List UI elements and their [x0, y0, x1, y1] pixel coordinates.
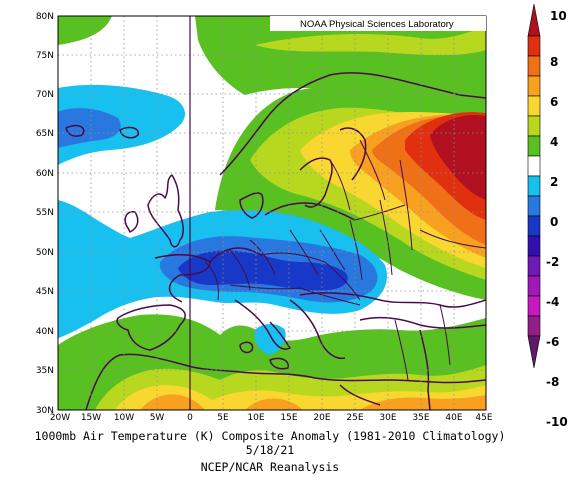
colorbar-label: 8 [550, 55, 558, 69]
lat-label: 80N [36, 12, 54, 22]
colorbar-segment [527, 55, 541, 77]
country-borders [204, 139, 486, 381]
negative-anomaly-fields [58, 84, 388, 355]
longitude-labels: 20W 15W 10W 5W 0 5E 10E 15E 20E 25E 30E … [50, 413, 493, 423]
colorbar-label: -2 [546, 255, 559, 269]
colorbar [527, 3, 541, 369]
colorbar-segment [527, 115, 541, 137]
lat-label: 75N [36, 51, 54, 61]
colorbar-label: 2 [550, 175, 558, 189]
colorbar-segment [527, 175, 541, 197]
lon-label: 35E [412, 413, 429, 423]
colorbar-label: 6 [550, 95, 558, 109]
colorbar-segment [527, 315, 541, 337]
graticule [58, 16, 486, 410]
colorbar-label: -10 [546, 415, 568, 429]
colorbar-label: 0 [550, 215, 558, 229]
lat-label: 65N [36, 129, 54, 139]
lon-label: 45E [475, 413, 492, 423]
colorbar-label: -8 [546, 375, 559, 389]
colorbar-label: -4 [546, 295, 559, 309]
caption-title: 1000mb Air Temperature (K) Composite Ano… [34, 429, 506, 443]
lon-label: 25E [346, 413, 363, 423]
colorbar-segment [527, 255, 541, 277]
lat-label: 35N [36, 366, 54, 376]
colorbar-segment [527, 95, 541, 117]
lon-label: 40E [445, 413, 462, 423]
lat-label: 70N [36, 90, 54, 100]
lon-label: 15W [81, 413, 101, 423]
credit-text: NOAA Physical Sciences Laboratory [300, 19, 454, 30]
colorbar-segment [527, 235, 541, 257]
colorbar-segment [527, 3, 541, 37]
caption-source: NCEP/NCAR Reanalysis [200, 460, 340, 474]
latitude-labels: 80N 75N 70N 65N 60N 55N 50N 45N 40N 35N … [36, 12, 54, 416]
colorbar-segment [527, 295, 541, 317]
lat-label: 30N [36, 406, 54, 416]
lat-label: 50N [36, 248, 54, 258]
colorbar-label: -6 [546, 335, 559, 349]
colorbar-label: 4 [550, 135, 558, 149]
lon-label: 10W [114, 413, 134, 423]
colorbar-labels: 10 8 6 4 2 0 -2 -4 -6 -8 -10 [546, 9, 568, 429]
lon-label: 20W [50, 413, 70, 423]
lon-label: 5W [150, 413, 165, 423]
lon-label: 5E [217, 413, 229, 423]
colorbar-segment [527, 335, 541, 369]
colorbar-segment [527, 155, 541, 177]
caption-date: 5/18/21 [245, 443, 295, 457]
lon-label: 20E [313, 413, 330, 423]
colorbar-segment [527, 275, 541, 297]
colorbar-segment [527, 75, 541, 97]
anomaly-map [58, 16, 486, 410]
lon-label: 15E [280, 413, 297, 423]
lon-label: 0 [187, 413, 193, 423]
colorbar-label: 10 [550, 9, 567, 23]
lat-label: 55N [36, 208, 54, 218]
positive-anomaly-fields [58, 16, 486, 410]
coastlines [65, 72, 486, 410]
colorbar-segment [527, 195, 541, 217]
credit-box: NOAA Physical Sciences Laboratory [270, 16, 486, 31]
lon-label: 30E [379, 413, 396, 423]
colorbar-segment [527, 215, 541, 237]
lat-label: 40N [36, 327, 54, 337]
colorbar-segment [527, 35, 541, 57]
colorbar-segment [527, 135, 541, 157]
lat-label: 45N [36, 287, 54, 297]
lat-label: 60N [36, 169, 54, 179]
lon-label: 10E [247, 413, 264, 423]
